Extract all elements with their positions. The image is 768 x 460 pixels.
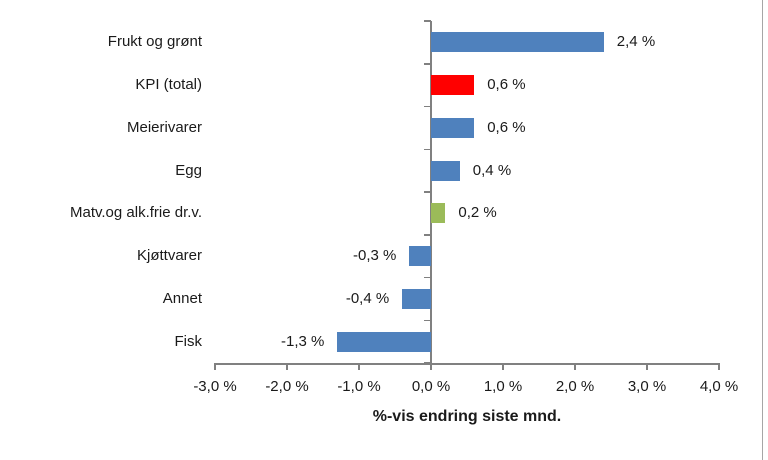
bar[interactable] [431, 203, 446, 224]
y-axis-tick [424, 276, 431, 279]
y-axis-tick [424, 191, 431, 193]
value-label: 0,4 % [472, 161, 512, 179]
x-axis-tick [214, 363, 216, 370]
zero-axis-line [430, 21, 432, 364]
x-axis-tick [574, 363, 576, 370]
bar[interactable] [431, 32, 604, 53]
category-label: Fisk [174, 332, 203, 350]
x-tick-label: -1,0 % [337, 378, 381, 395]
y-axis-tick [424, 105, 431, 108]
y-axis-tick [424, 362, 431, 364]
category-label: Meierivarer [126, 118, 202, 136]
value-label: -0,3 % [353, 247, 397, 265]
x-tick-label: 0,0 % [411, 378, 451, 395]
y-axis-tick [424, 319, 431, 321]
category-label: Frukt og grønt [107, 33, 202, 51]
x-tick-label: 4,0 % [699, 378, 739, 395]
value-label: 0,2 % [458, 204, 497, 222]
x-axis-tick [646, 363, 648, 370]
x-axis-tick [286, 363, 288, 370]
bar[interactable] [431, 160, 460, 181]
frame-right-edge [762, 0, 763, 460]
y-axis-tick [424, 234, 431, 236]
bar[interactable] [409, 246, 431, 267]
bar[interactable] [431, 75, 475, 96]
value-label: 2,4 % [616, 33, 656, 51]
category-label: Egg [175, 161, 202, 179]
value-label: 0,6 % [487, 118, 526, 136]
y-axis-tick [424, 20, 431, 22]
x-axis-line [215, 363, 720, 365]
x-tick-label: -2,0 % [265, 378, 309, 395]
x-tick-label: 1,0 % [483, 378, 523, 395]
value-label: -1,3 % [281, 332, 325, 350]
x-tick-label: 2,0 % [555, 378, 595, 395]
x-tick-label: -3,0 % [193, 378, 237, 395]
bar[interactable] [337, 331, 431, 352]
x-axis-tick [502, 363, 504, 370]
y-axis-tick [424, 63, 431, 65]
category-label: Annet [162, 289, 202, 307]
bar[interactable] [402, 288, 431, 309]
y-axis-tick [424, 148, 431, 150]
category-label: KPI (total) [135, 76, 202, 94]
x-axis-tick [430, 363, 432, 370]
bar[interactable] [431, 117, 475, 138]
category-label: Matv.og alk.frie dr.v. [70, 204, 202, 222]
value-label: 0,6 % [487, 76, 526, 94]
value-label: -0,4 % [345, 289, 390, 307]
x-axis-tick [718, 363, 720, 370]
category-label: Kjøttvarer [136, 247, 202, 265]
x-axis-title: %-vis endring siste mnd. [372, 408, 562, 425]
x-axis-tick [358, 363, 360, 370]
x-tick-label: 3,0 % [627, 378, 667, 395]
